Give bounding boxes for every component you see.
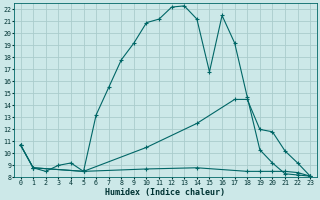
X-axis label: Humidex (Indice chaleur): Humidex (Indice chaleur) bbox=[105, 188, 225, 197]
